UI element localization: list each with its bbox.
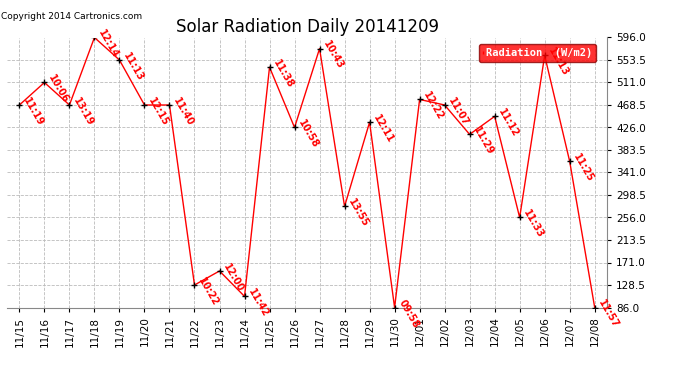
Text: 12:15: 12:15 <box>146 96 170 128</box>
Legend: Radiation  (W/m2): Radiation (W/m2) <box>480 44 596 62</box>
Text: 11:29: 11:29 <box>472 125 496 157</box>
Text: 12:22: 12:22 <box>422 90 446 122</box>
Text: 11:13: 11:13 <box>121 51 146 82</box>
Text: 10:22: 10:22 <box>197 276 221 308</box>
Text: 10:58: 10:58 <box>297 118 321 150</box>
Text: 11:25: 11:25 <box>572 152 596 184</box>
Text: Copyright 2014 Cartronics.com: Copyright 2014 Cartronics.com <box>1 12 142 21</box>
Title: Solar Radiation Daily 20141209: Solar Radiation Daily 20141209 <box>175 18 439 36</box>
Text: 12:11: 12:11 <box>372 113 396 145</box>
Text: 11:57: 11:57 <box>597 298 621 330</box>
Text: 11:12: 11:12 <box>497 107 521 139</box>
Text: 11:13: 11:13 <box>546 46 571 78</box>
Text: 13:55: 13:55 <box>346 197 371 229</box>
Text: 11:42: 11:42 <box>246 287 270 319</box>
Text: 12:14: 12:14 <box>97 28 121 60</box>
Text: 11:38: 11:38 <box>272 58 296 90</box>
Text: 10:43: 10:43 <box>322 39 346 71</box>
Text: 11:33: 11:33 <box>522 208 546 240</box>
Text: 13:19: 13:19 <box>72 96 96 128</box>
Text: 11:19: 11:19 <box>21 96 46 128</box>
Text: 10:06: 10:06 <box>46 73 70 105</box>
Text: 11:07: 11:07 <box>446 96 471 128</box>
Text: 11:40: 11:40 <box>172 96 196 128</box>
Text: 12:00: 12:00 <box>221 262 246 294</box>
Text: 09:58: 09:58 <box>397 298 421 330</box>
